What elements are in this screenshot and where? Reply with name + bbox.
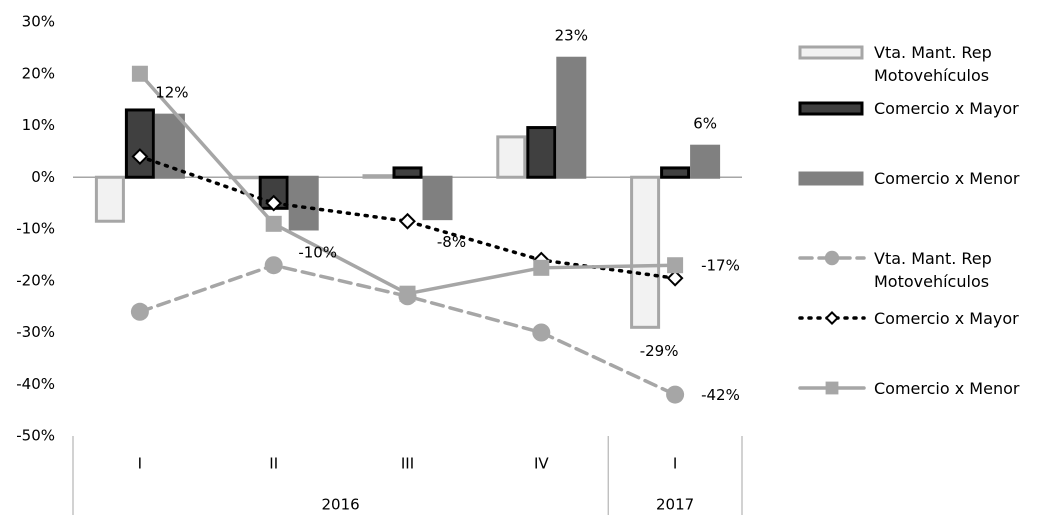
y-tick-label: -20% [16,271,55,289]
x-tick-label: II [269,455,278,473]
line-marker [399,285,416,302]
line-marker [131,65,148,82]
bar [526,126,557,179]
legend-label: Comercio x Mayor [874,308,1019,328]
bar [422,175,453,221]
y-tick-label: -30% [16,323,55,341]
x-tick-label: IV [534,455,549,473]
line-marker [130,302,149,321]
data-label: 23% [555,27,588,45]
y-tick-label: 30% [22,13,55,31]
line [138,263,677,397]
x-tick-label: III [401,455,414,473]
y-tick-label: 0% [31,168,55,186]
x-tick-label: I [673,455,677,473]
bar [154,113,185,179]
bar [124,108,155,179]
legend-marker [825,381,839,395]
line-marker [533,259,550,276]
y-tick-label: -50% [16,427,55,445]
bar [660,166,691,179]
line-marker [265,194,283,212]
line-marker [131,148,149,165]
legend-label: Comercio x Mayor [874,98,1019,118]
data-label: 12% [155,84,188,102]
x-tick-label: I [138,455,142,473]
line [138,72,677,296]
line-marker [399,212,416,230]
bar [556,56,587,179]
legend-swatch [798,171,864,186]
data-label: -29% [640,342,679,360]
data-label: -10% [298,244,337,262]
y-tick-label: 20% [22,64,55,82]
bar [392,166,423,179]
legend-label: Comercio x Menor [874,168,1020,188]
line-marker [667,257,684,274]
bar [630,175,661,329]
bar [496,135,527,179]
x-group-label: 2016 [322,496,360,514]
data-label: -17% [701,257,740,275]
line-marker [265,215,282,232]
data-label: -42% [701,386,740,404]
legend-label: Vta. Mant. Rep Motovehículos [874,42,992,85]
line-marker [532,323,551,342]
y-tick-label: 10% [22,116,55,134]
bar [362,174,393,179]
legend-marker [824,310,840,326]
data-label: -8% [437,233,466,251]
y-tick-label: -10% [16,220,55,238]
bar [288,175,319,231]
line-marker [666,385,685,404]
y-tick-label: -40% [16,375,55,393]
legend-label: Comercio x Menor [874,378,1020,398]
line-marker [666,269,684,287]
x-group-label: 2017 [656,496,694,514]
bar [94,175,125,223]
data-label: 6% [693,115,717,133]
legend-swatch [798,45,864,60]
legend-marker [824,250,840,266]
bar [690,144,721,179]
legend-label: Vta. Mant. Rep Motovehículos [874,248,992,291]
legend-swatch [798,101,864,116]
line-marker [264,256,283,275]
